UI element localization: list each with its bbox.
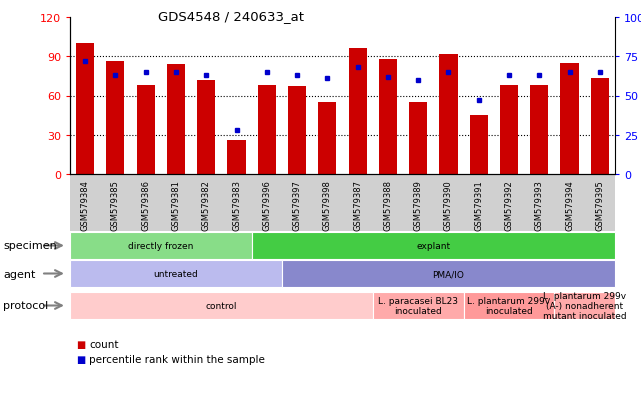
Bar (530, 86, 549, 175)
Text: L. plantarum 299v
(A-) nonadherent
mutant inoculated: L. plantarum 299v (A-) nonadherent mutan… (543, 291, 626, 320)
Bar (258, 86, 276, 175)
Text: directly frozen: directly frozen (128, 242, 194, 250)
Bar (409, 103, 428, 175)
Text: count: count (89, 339, 119, 349)
Bar (197, 81, 215, 175)
Text: L. paracasei BL23
inoculated: L. paracasei BL23 inoculated (378, 296, 458, 316)
Text: agent: agent (3, 269, 36, 279)
Bar (439, 55, 458, 175)
Bar (591, 79, 609, 175)
Text: PMA/IO: PMA/IO (433, 269, 465, 278)
Bar (349, 49, 367, 175)
Bar (137, 86, 154, 175)
Bar (76, 44, 94, 175)
Text: control: control (206, 301, 237, 310)
Text: protocol: protocol (3, 301, 49, 311)
Bar (379, 60, 397, 175)
Bar (167, 65, 185, 175)
Text: percentile rank within the sample: percentile rank within the sample (89, 354, 265, 364)
Bar (288, 87, 306, 175)
Bar (470, 116, 488, 175)
Bar (106, 62, 124, 175)
Bar (319, 103, 337, 175)
Text: ■: ■ (76, 339, 86, 349)
Bar (560, 64, 579, 175)
Text: explant: explant (416, 242, 451, 250)
Text: specimen: specimen (3, 241, 57, 251)
Text: L. plantarum 299v
inoculated: L. plantarum 299v inoculated (467, 296, 551, 316)
Text: GDS4548 / 240633_at: GDS4548 / 240633_at (158, 10, 304, 23)
Text: ■: ■ (76, 354, 86, 364)
Bar (500, 86, 518, 175)
Text: untreated: untreated (154, 269, 198, 278)
Bar (228, 141, 246, 175)
